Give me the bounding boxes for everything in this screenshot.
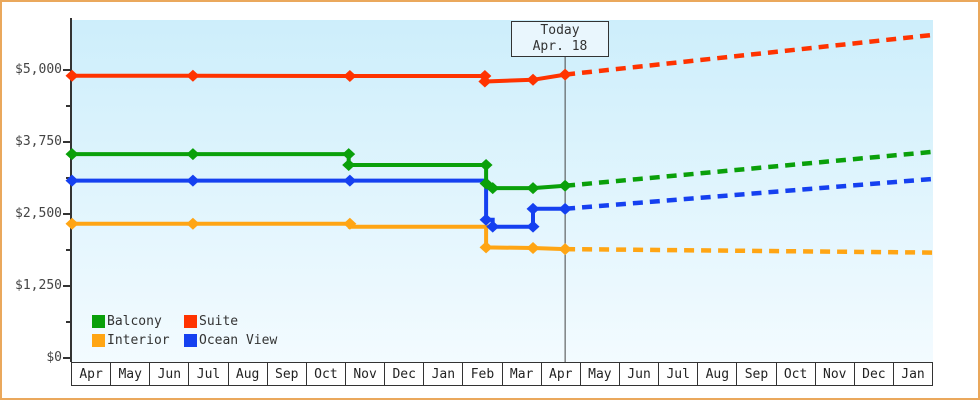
legend-item-balcony: Balcony xyxy=(92,314,184,329)
x-axis-month-label: Nov xyxy=(816,363,855,385)
series-marker-suite xyxy=(478,75,492,88)
x-axis-month-label: Sep xyxy=(737,363,777,385)
series-forecast-interior xyxy=(565,246,934,255)
x-axis-month-label: Jul xyxy=(189,363,229,385)
series-marker-interior xyxy=(526,241,540,254)
x-axis-month-label: Mar xyxy=(503,363,542,385)
series-marker-interior xyxy=(65,217,79,230)
x-axis-month-label: Jun xyxy=(150,363,190,385)
x-axis-month-row: Apr May Jun Jul Aug Sep Oct Nov Dec Jan Feb Mar Apr M… xyxy=(71,362,933,386)
series-marker-suite xyxy=(343,70,357,83)
x-axis-month-label: Feb xyxy=(463,363,503,385)
legend-label: Suite xyxy=(199,314,239,329)
y-axis-label: $5,000 xyxy=(15,62,62,77)
x-axis-month-label: Aug xyxy=(229,363,268,385)
x-axis-month-label: Nov xyxy=(346,363,386,385)
series-marker-suite xyxy=(186,69,200,82)
series-marker-ocean-view xyxy=(486,220,500,233)
series-marker-suite xyxy=(558,68,572,81)
x-axis-month-label: Jun xyxy=(620,363,660,385)
today-label: Today xyxy=(540,23,580,38)
legend-item-ocean-view: Ocean View xyxy=(184,333,277,348)
x-axis-month-label: Aug xyxy=(698,363,738,385)
series-marker-suite xyxy=(526,73,540,86)
x-axis-month-label: May xyxy=(581,363,620,385)
legend-label: Ocean View xyxy=(199,333,278,348)
y-axis-label: $1,250 xyxy=(15,278,62,293)
series-marker-ocean-view xyxy=(526,202,540,215)
series-marker-balcony xyxy=(186,148,200,161)
series-marker-ocean-view xyxy=(526,220,540,233)
series-marker-balcony xyxy=(558,179,572,192)
legend-label: Balcony xyxy=(107,314,162,329)
legend-swatch-icon xyxy=(184,334,197,347)
chart-legend: Balcony Suite Interior Ocean View xyxy=(92,312,277,350)
legend-item-suite: Suite xyxy=(184,314,277,329)
series-forecast-balcony xyxy=(564,149,934,189)
series-marker-balcony xyxy=(479,159,493,172)
series-forecast-ocean-view xyxy=(564,176,934,212)
x-axis-month-label: May xyxy=(111,363,151,385)
series-marker-interior xyxy=(186,217,200,230)
series-marker-interior xyxy=(479,241,493,254)
series-marker-balcony xyxy=(486,182,500,195)
legend-swatch-icon xyxy=(92,334,105,347)
series-marker-balcony xyxy=(342,159,356,172)
series-marker-ocean-view xyxy=(479,213,493,226)
x-axis-month-label: Jul xyxy=(659,363,699,385)
y-axis-label: $0 xyxy=(46,350,62,365)
legend-item-interior: Interior xyxy=(92,333,184,348)
series-marker-balcony xyxy=(342,148,356,161)
series-marker-ocean-view xyxy=(186,174,200,187)
series-marker-balcony xyxy=(65,148,79,161)
series-marker-interior xyxy=(343,217,357,230)
series-marker-ocean-view xyxy=(65,174,79,187)
x-axis-month-label: Jan xyxy=(901,366,925,382)
legend-swatch-icon xyxy=(92,315,105,328)
x-axis-month-label: Sep xyxy=(268,363,307,385)
series-marker-ocean-view xyxy=(343,174,357,187)
x-axis-month-label: Dec xyxy=(385,363,425,385)
x-axis-month-label: Apr xyxy=(542,363,581,385)
series-marker-balcony xyxy=(526,182,540,195)
y-axis-label: $3,750 xyxy=(15,134,62,149)
series-marker-interior xyxy=(558,243,572,256)
x-axis-month-label: Oct xyxy=(777,363,816,385)
x-axis-month-label: Jan xyxy=(424,363,464,385)
y-axis-label: $2,500 xyxy=(15,206,62,221)
x-axis-month-label: Apr xyxy=(72,363,112,385)
x-axis-month-label: Dec xyxy=(855,363,894,385)
series-marker-ocean-view xyxy=(558,202,572,215)
legend-label: Interior xyxy=(107,333,170,348)
series-marker-suite xyxy=(65,69,79,82)
today-date: Apr. 18 xyxy=(532,39,588,54)
series-forecast-suite xyxy=(564,32,934,77)
today-annotation: Today Apr. 18 xyxy=(511,21,609,57)
legend-swatch-icon xyxy=(184,315,197,328)
x-axis-month-label: Oct xyxy=(307,363,346,385)
